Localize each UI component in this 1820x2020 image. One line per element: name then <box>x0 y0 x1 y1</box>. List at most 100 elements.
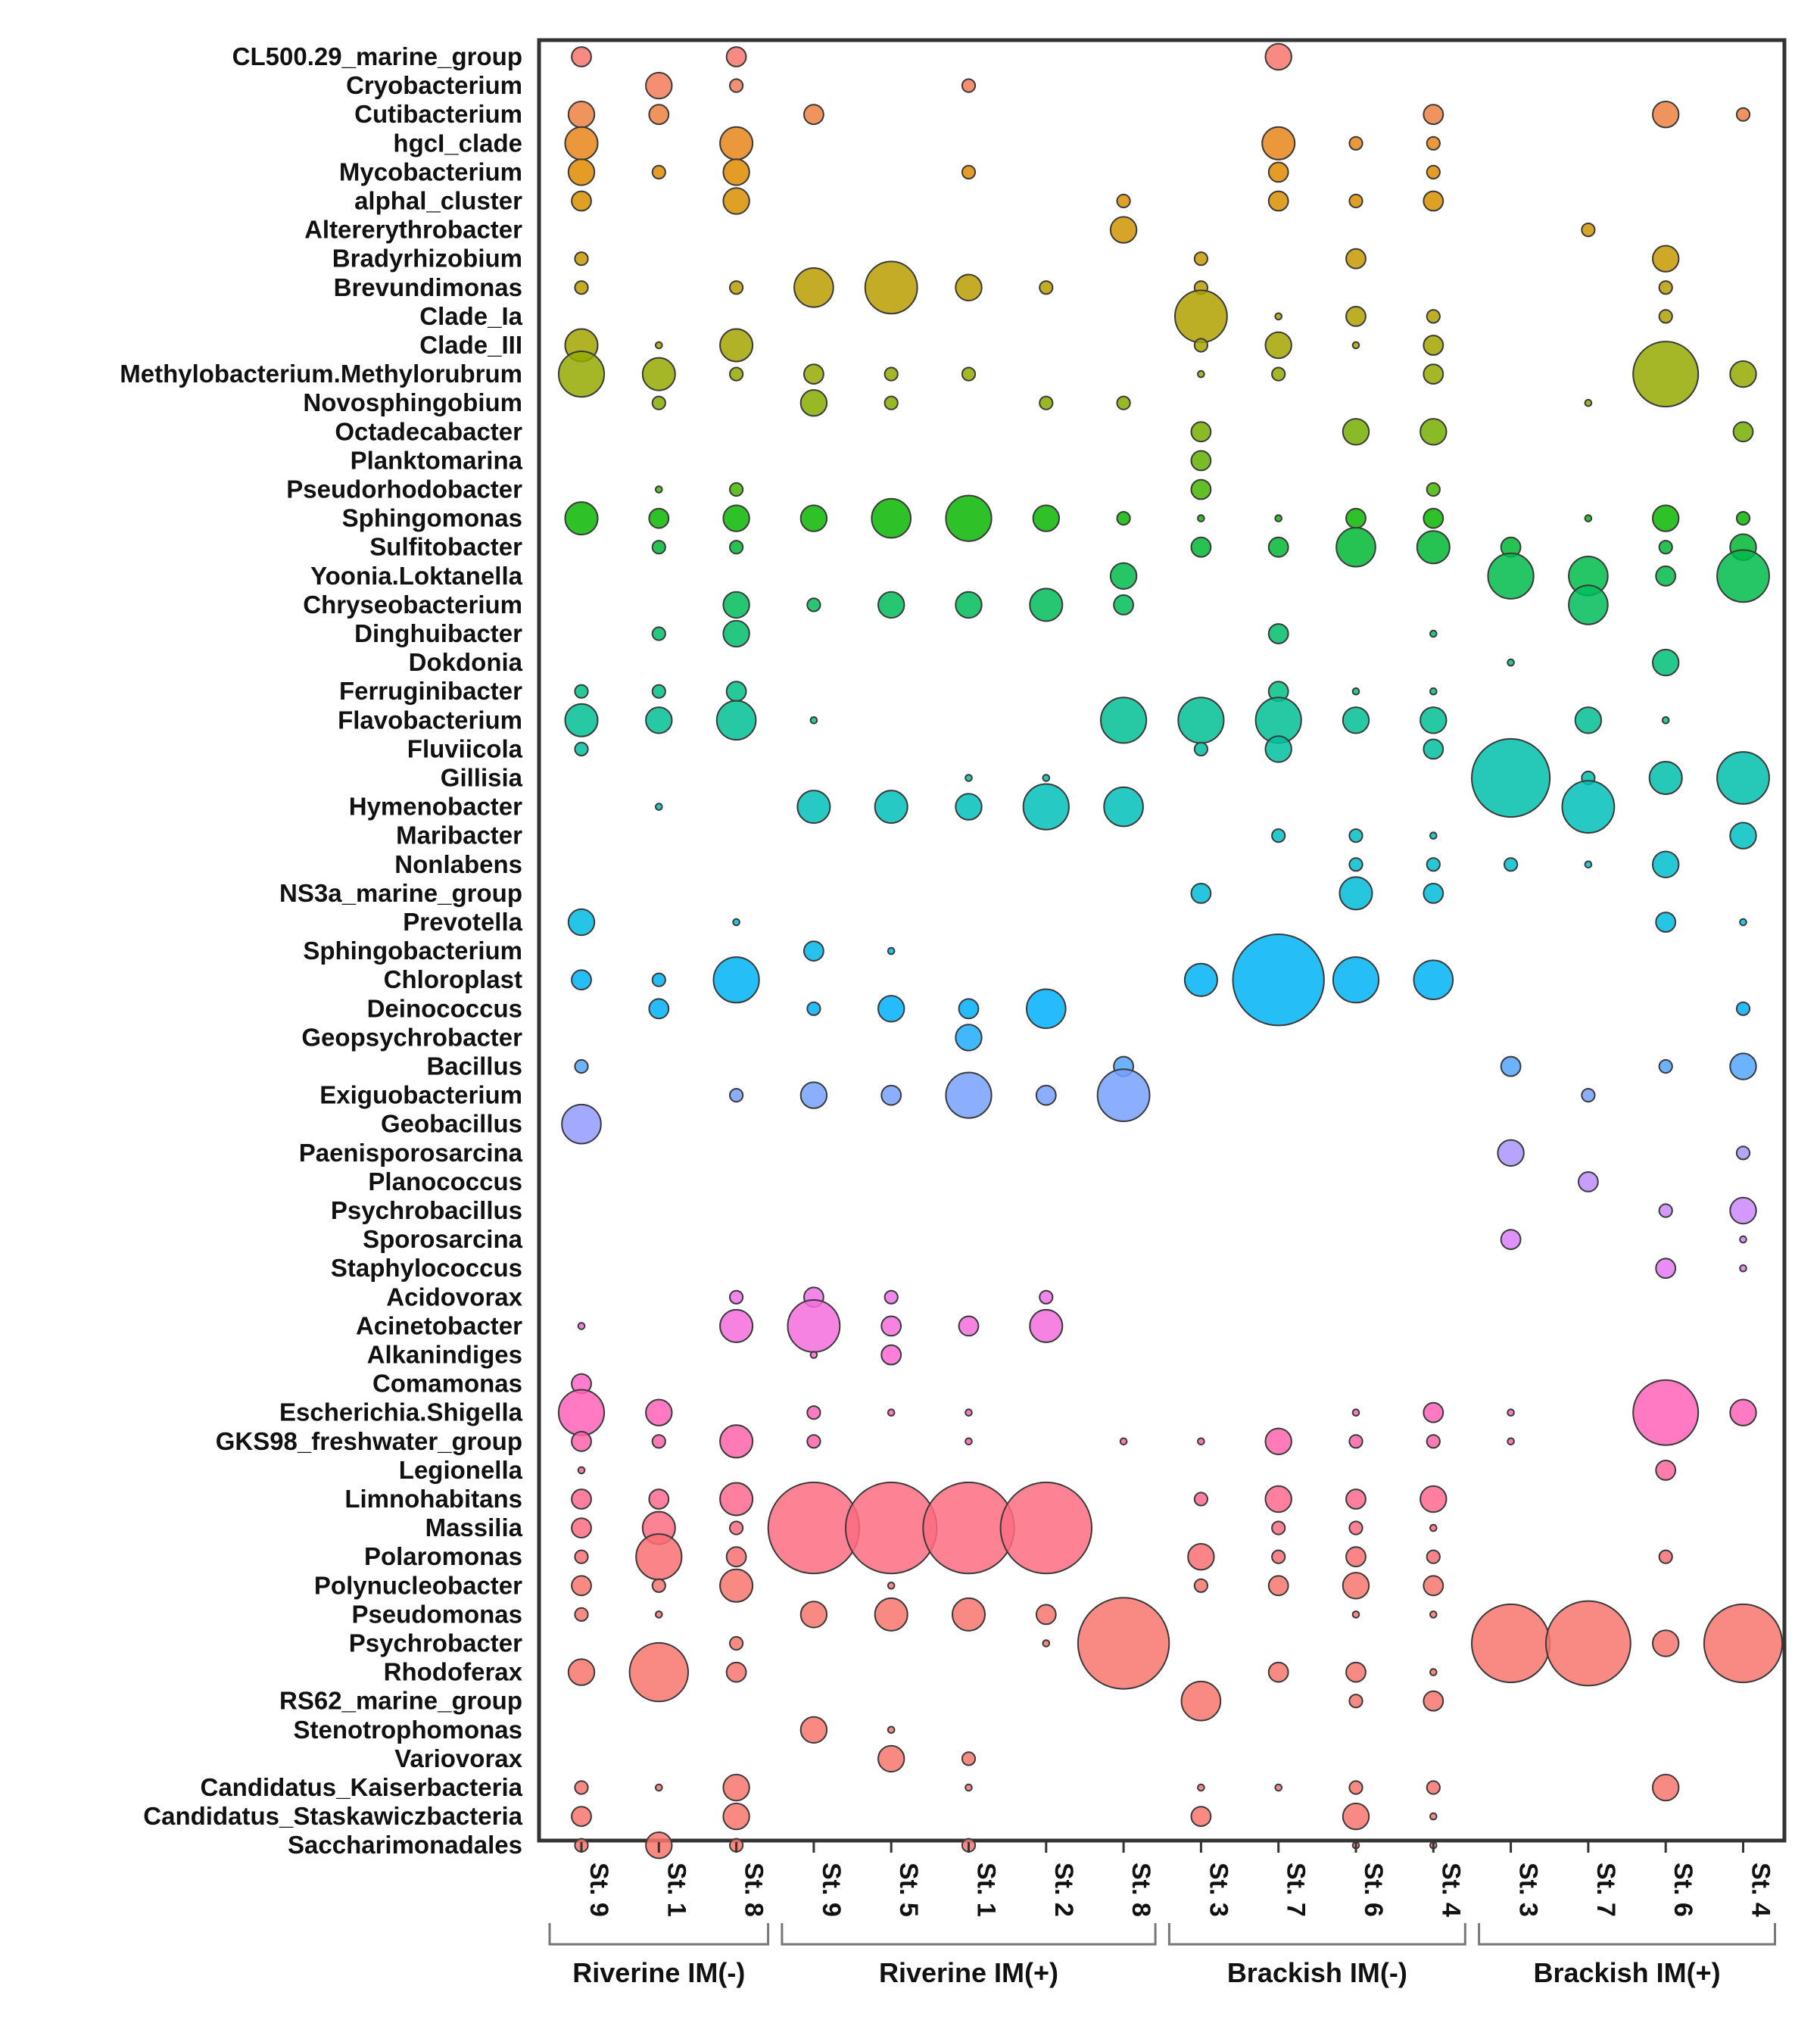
bubble-point <box>648 1489 670 1510</box>
bubble-point <box>1264 735 1292 763</box>
bubble-point <box>645 706 673 734</box>
bubble-point <box>864 260 918 315</box>
genus-label: Bacillus <box>426 1052 522 1080</box>
bubble-point <box>1658 309 1673 324</box>
bubble-point <box>1652 504 1680 532</box>
plot-panel <box>537 38 1787 1843</box>
bubble-point <box>1264 42 1292 71</box>
bubble-point <box>651 540 666 555</box>
bubble-point <box>1177 697 1225 744</box>
bubble-point <box>574 741 589 757</box>
bubble-point <box>1732 421 1754 443</box>
bubble-point <box>1190 450 1212 472</box>
bubble-point <box>725 1661 747 1683</box>
bubble-point <box>1426 857 1441 872</box>
bubble-point <box>715 700 757 741</box>
genus-label: Gillisia <box>441 764 523 792</box>
group-label: Riverine IM(+) <box>879 1957 1058 1988</box>
bubble-point <box>1584 860 1593 869</box>
bubble-point <box>1574 706 1603 734</box>
bubble-point <box>1026 988 1067 1030</box>
bubble-point <box>1348 1694 1363 1709</box>
bubble-point <box>729 482 744 497</box>
bubble-point <box>1187 1543 1215 1571</box>
bubble-point <box>1429 1668 1438 1676</box>
bubble-point <box>958 998 980 1020</box>
bubble-point <box>1652 101 1680 129</box>
genus-label: Saccharimonadales <box>288 1831 522 1859</box>
bubble-point <box>1420 1485 1448 1513</box>
bubble-point <box>571 1806 592 1828</box>
bubble-point <box>567 158 596 186</box>
bubble-point <box>648 998 670 1020</box>
bubble-point <box>1335 526 1376 568</box>
genus-label: Chloroplast <box>384 965 522 993</box>
bubble-point <box>965 1783 973 1792</box>
bubble-point <box>1413 959 1454 1000</box>
bubble-point <box>1193 1578 1209 1593</box>
bubble-point <box>1429 1523 1438 1532</box>
bubble-point <box>1471 1603 1551 1684</box>
genus-label: GKS98_freshwater_group <box>216 1427 522 1455</box>
bubble-point <box>1267 161 1289 183</box>
bubble-point <box>887 946 896 955</box>
bubble-point <box>799 389 828 417</box>
bubble-point <box>1632 1379 1700 1446</box>
bubble-point <box>1429 1812 1438 1821</box>
group-bracket <box>1167 1923 1466 1946</box>
bubble-point <box>1274 514 1282 522</box>
bubble-point <box>729 1289 744 1305</box>
bubble-point <box>725 1546 747 1568</box>
bubble-point <box>564 703 599 737</box>
bubble-point <box>729 280 744 295</box>
bubble-point <box>952 1597 986 1632</box>
bubble-point <box>1652 1773 1680 1802</box>
bubble-point <box>574 251 589 267</box>
bubble-point <box>1339 876 1373 911</box>
bubble-point <box>793 267 834 308</box>
bubble-point <box>1716 751 1770 805</box>
bubble-point <box>1271 1520 1286 1535</box>
genus-label: Polaromonas <box>364 1542 522 1570</box>
bubble-point <box>712 956 760 1004</box>
bubble-point <box>1423 1401 1444 1423</box>
bubble-point <box>1507 1437 1515 1446</box>
bubble-point <box>1735 1146 1751 1161</box>
group-label: Riverine IM(-) <box>572 1957 745 1988</box>
bubble-point <box>1193 1492 1209 1507</box>
bubble-point <box>1739 1264 1747 1273</box>
bubble-point <box>1578 1171 1599 1192</box>
bubble-point <box>722 619 750 648</box>
bubble-point <box>1342 1572 1370 1600</box>
bubble-point <box>1351 341 1360 350</box>
bubble-point <box>1342 418 1370 446</box>
bubble-point <box>651 164 666 179</box>
bubble-point <box>1652 850 1680 879</box>
bubble-point <box>1729 1398 1757 1426</box>
bubble-point <box>725 46 747 67</box>
bubble-point <box>880 1344 902 1366</box>
bubble-point <box>1264 331 1292 360</box>
bubble-point <box>1116 193 1131 209</box>
bubble-point <box>1658 1203 1673 1218</box>
bubble-point <box>884 366 899 382</box>
bubble-point <box>803 104 824 126</box>
bubble-point <box>1729 1196 1757 1225</box>
station-label: St. 8 <box>1127 1863 1155 1917</box>
bubble-point <box>722 504 750 532</box>
group-bracket <box>781 1923 1157 1946</box>
genus-label: Fluviicola <box>407 734 523 762</box>
bubble-point <box>1716 549 1770 603</box>
bubble-point <box>567 101 596 129</box>
bubble-point <box>1507 658 1515 667</box>
bubble-point <box>1039 280 1054 295</box>
bubble-point <box>1109 562 1138 590</box>
genus-label: CL500.29_marine_group <box>232 42 522 70</box>
bubble-point <box>651 1578 666 1593</box>
bubble-point <box>1739 1235 1747 1244</box>
bubble-point <box>955 1024 983 1052</box>
genus-label: Cutibacterium <box>354 100 522 128</box>
bubble-point <box>722 591 750 619</box>
bubble-point <box>1655 912 1677 933</box>
